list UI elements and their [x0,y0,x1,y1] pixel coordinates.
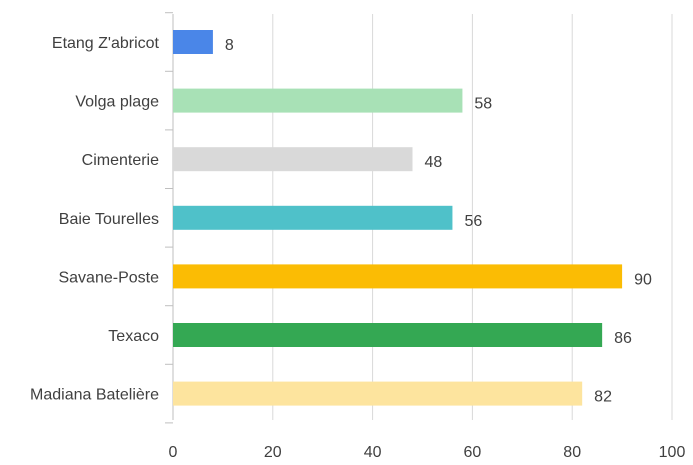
data-label-1: 58 [474,96,492,113]
data-label-5: 86 [614,330,632,347]
x-tick-label-80: 80 [563,444,581,461]
bar-6 [173,381,583,406]
category-label-4: Savane-Poste [58,269,159,286]
data-label-6: 82 [594,389,612,406]
data-label-2: 48 [425,154,443,171]
x-tick-label-100: 100 [659,444,686,461]
category-label-5: Texaco [108,328,159,345]
x-tick-label-20: 20 [264,444,282,461]
category-label-2: Cimenterie [82,152,159,169]
bar-2 [173,147,413,172]
bar-0 [173,30,213,54]
x-tick-label-0: 0 [169,444,178,461]
category-label-0: Etang Z'abricot [52,35,160,52]
x-tick-label-60: 60 [464,444,482,461]
bar-3 [173,205,453,230]
category-label-3: Baie Tourelles [59,211,159,228]
category-label-6: Madiana Batelière [30,387,159,404]
x-tick-label-40: 40 [364,444,382,461]
bar-4 [173,264,623,289]
bar-5 [173,323,603,347]
data-label-3: 56 [464,213,482,230]
category-label-1: Volga plage [75,94,159,111]
bar-1 [173,88,463,113]
data-label-4: 90 [634,271,652,288]
data-label-0: 8 [225,37,234,54]
